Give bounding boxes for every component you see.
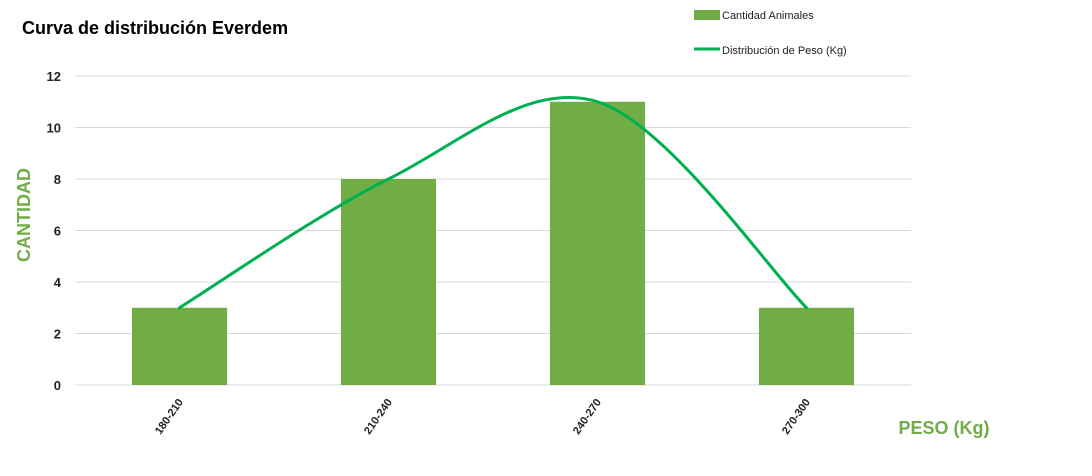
- x-tick-label: 240-270: [571, 397, 604, 437]
- distribution-curve: [178, 96, 808, 310]
- bars: [131, 101, 855, 385]
- x-tick-label: 180-210: [153, 397, 186, 437]
- chart-title: Curva de distribución Everdem: [22, 18, 288, 38]
- x-axis-ticks: 180-210 210-240 240-270 270-300: [153, 397, 813, 437]
- x-tick-label: 270-300: [780, 397, 813, 437]
- legend-line-label: Distribución de Peso (Kg): [722, 45, 847, 57]
- x-tick-label: 210-240: [362, 397, 395, 437]
- bar: [131, 307, 228, 385]
- y-axis-label: CANTIDAD: [14, 168, 34, 262]
- y-tick-label: 0: [54, 378, 61, 393]
- legend-bar-swatch: [694, 10, 720, 20]
- distribution-line: [178, 96, 808, 310]
- y-axis-ticks: 0 2 4 6 8 10 12: [47, 69, 62, 393]
- legend-bar-label: Cantidad Animales: [722, 10, 814, 22]
- y-tick-label: 12: [47, 69, 61, 84]
- bar: [549, 101, 646, 385]
- y-tick-label: 6: [54, 224, 61, 239]
- bar: [758, 307, 855, 385]
- y-tick-label: 2: [54, 327, 61, 342]
- y-tick-label: 10: [47, 121, 61, 136]
- y-tick-label: 4: [54, 275, 62, 290]
- bar: [340, 179, 437, 385]
- legend: Cantidad Animales Distribución de Peso (…: [694, 10, 847, 57]
- x-axis-label: PESO (Kg): [898, 418, 989, 438]
- y-tick-label: 8: [54, 172, 61, 187]
